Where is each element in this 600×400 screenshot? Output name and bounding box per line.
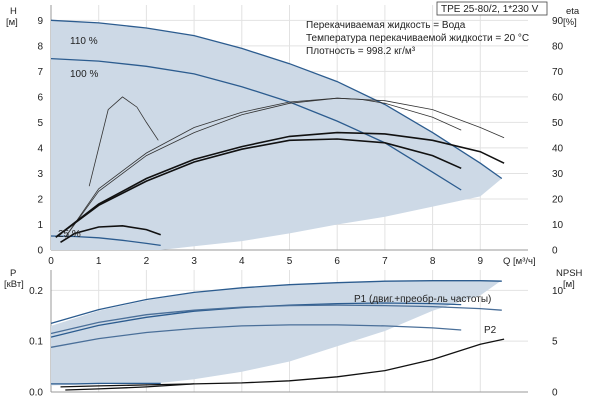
top-y-right-tick-4: 40 — [552, 143, 564, 154]
bottom-y-right-tick-1: 5 — [552, 337, 558, 348]
bottom-y-right-label-line2: [м] — [563, 279, 575, 290]
bottom-series-npsh-2 — [65, 383, 195, 391]
band-label-100: 100 % — [70, 69, 98, 80]
top-y-right-tick-6: 60 — [552, 92, 564, 103]
top-y-left-tick-7: 7 — [37, 67, 43, 78]
bottom-operating-region — [51, 280, 502, 386]
top-y-right-tick-1: 10 — [552, 220, 564, 231]
top-y-left-tick-5: 5 — [37, 118, 43, 129]
top-x-tick-7: 7 — [382, 256, 388, 267]
bottom-series-p-25 — [51, 382, 161, 385]
bottom-series-p1-110 — [50, 280, 502, 325]
top-y-right-tick-8: 80 — [552, 41, 564, 52]
x-axis-label: Q [м³/ч] — [503, 256, 536, 267]
bottom-y-right-label-line1: NPSH — [556, 268, 583, 279]
p1-series-label: P1 (двиг.+преобр-ль частоты) — [354, 293, 491, 305]
top-series-h-eff-2 — [55, 138, 462, 238]
bottom-y-left-tick-1: 0.1 — [29, 337, 43, 348]
bottom-series-p2-110 — [50, 304, 502, 335]
top-y-left-tick-1: 1 — [37, 220, 43, 231]
bottom-y-left-label-line1: P — [10, 268, 16, 279]
top-series-h-eff-1 — [55, 131, 505, 238]
bottom-y-left-tick-2: 0.2 — [29, 286, 43, 297]
top-x-tick-3: 3 — [191, 256, 197, 267]
top-x-tick-9: 9 — [478, 256, 484, 267]
top-y-right-tick-2: 20 — [552, 194, 564, 205]
bottom-panel: 0.0 0.1 0.2 0 5 10 P [кВт] NPSH [м] P1 (двиг.… — [4, 268, 583, 399]
chart-title: TPE 25-80/2, 1*230 V — [441, 4, 539, 15]
bottom-y-left-tick-0: 0.0 — [29, 388, 43, 399]
bottom-series-p2-100 — [50, 324, 462, 348]
density-note: Плотность = 998.2 кг/м³ — [306, 46, 416, 57]
top-series-head-110 — [50, 19, 503, 180]
top-x-tick-4: 4 — [239, 256, 245, 267]
top-y-right-tick-0: 0 — [552, 246, 558, 257]
band-label-110: 110 % — [70, 36, 98, 47]
top-y-left-label-line2: [м] — [6, 17, 18, 28]
top-series-head-100 — [50, 57, 462, 191]
p2-series-label: P2 — [484, 325, 497, 336]
top-y-right-tick-5: 50 — [552, 118, 564, 129]
top-x-tick-1: 1 — [96, 256, 102, 267]
top-y-right-label-line1: eta — [566, 6, 580, 17]
bottom-y-right-tick-2: 10 — [552, 286, 564, 297]
top-y-right-tick-7: 70 — [552, 67, 564, 78]
top-series-eta-2 — [64, 97, 462, 238]
top-series-group — [50, 19, 505, 247]
top-x-tick-2: 2 — [144, 256, 150, 267]
top-y-right-tick-9: 90 — [552, 16, 564, 27]
bottom-series-group — [50, 280, 505, 391]
top-x-tick-8: 8 — [430, 256, 436, 267]
bottom-ticks: 0.0 0.1 0.2 0 5 10 — [29, 286, 563, 399]
top-y-left-tick-9: 9 — [37, 16, 43, 27]
top-x-tick-5: 5 — [287, 256, 293, 267]
bottom-y-right-tick-0: 0 — [552, 388, 558, 399]
chart-title-box — [436, 1, 548, 16]
temperature-note: Температура перекачиваемой жидкости = 20… — [306, 33, 529, 44]
bottom-y-left-label-line2: [кВт] — [4, 279, 24, 290]
top-y-right-label-line2: [%] — [563, 17, 577, 28]
top-series-h-eff-3 — [60, 224, 161, 243]
top-y-right-tick-3: 30 — [552, 169, 564, 180]
top-x-tick-0: 0 — [48, 256, 54, 267]
top-y-left-tick-3: 3 — [37, 169, 43, 180]
top-y-left-tick-2: 2 — [37, 194, 43, 205]
band-label-25: 25 % — [58, 229, 81, 240]
top-x-tick-6: 6 — [334, 256, 340, 267]
top-y-left-tick-8: 8 — [37, 41, 43, 52]
top-y-left-tick-6: 6 — [37, 92, 43, 103]
top-series-eta-1 — [64, 97, 505, 238]
bottom-series-npsh — [60, 338, 505, 388]
top-y-left-tick-4: 4 — [37, 143, 43, 154]
fluid-note: Перекачиваемая жидкость = Вода — [306, 20, 466, 31]
top-y-left-tick-0: 0 — [37, 246, 43, 257]
top-series-eta-3 — [88, 96, 159, 187]
top-y-left-label-line1: H — [10, 6, 17, 17]
top-operating-region — [51, 20, 502, 250]
